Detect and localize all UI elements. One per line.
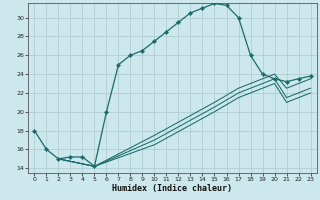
X-axis label: Humidex (Indice chaleur): Humidex (Indice chaleur) [113, 184, 233, 193]
